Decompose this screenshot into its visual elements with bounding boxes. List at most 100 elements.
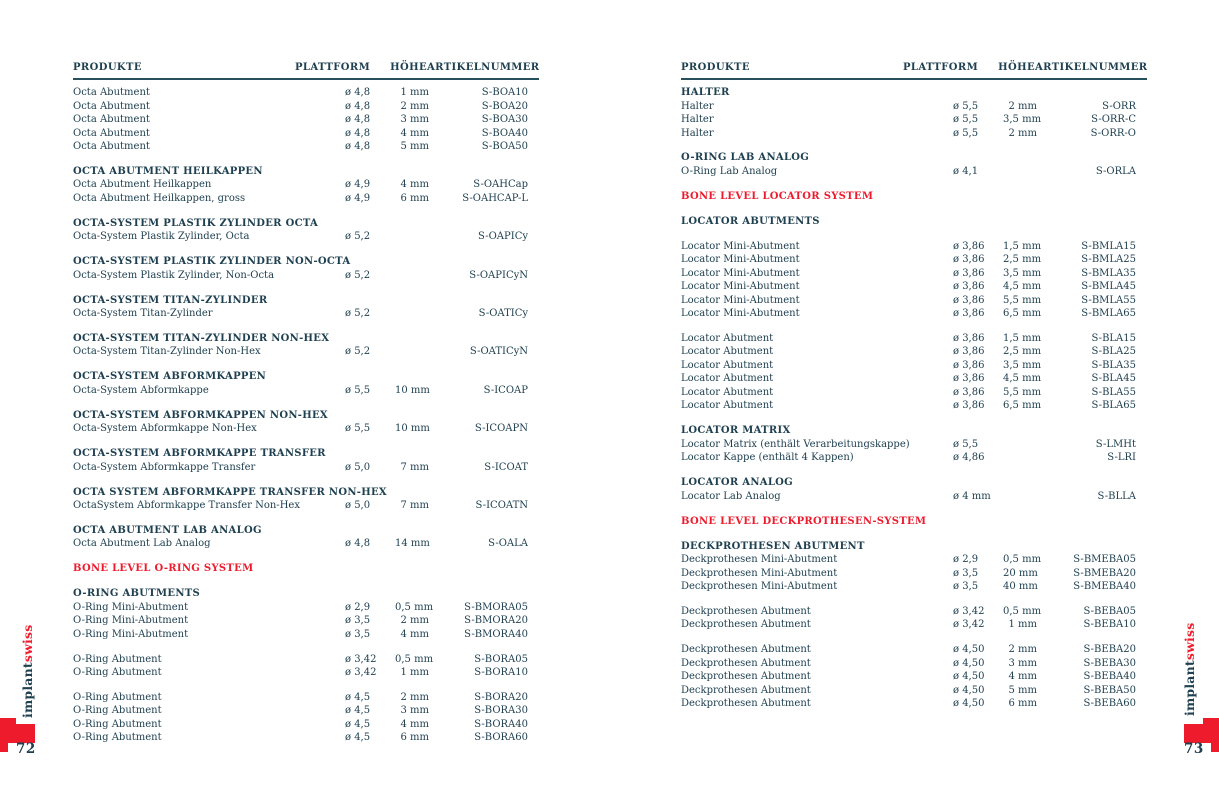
height-cell: 4,5 mm xyxy=(1003,281,1042,293)
product-name-cell: Locator Abutment xyxy=(681,373,774,385)
height-cell: 5 mm xyxy=(400,141,429,152)
product-name-cell: O-Ring Mini-Abutment xyxy=(73,615,189,627)
row-spacer xyxy=(681,178,1147,189)
height-cell: 14 mm xyxy=(395,538,430,550)
platform-cell: ø 5,2 xyxy=(345,231,371,243)
platform-cell: ø 4,50 xyxy=(953,644,985,656)
platform-cell: ø 4,8 xyxy=(345,127,371,139)
height-cell: 10 mm xyxy=(395,384,430,396)
product-name-cell: Deckprothesen Abutment xyxy=(681,619,811,631)
product-name-cell: Halter xyxy=(681,100,714,112)
height-cell: 2 mm xyxy=(400,691,429,703)
platform-cell: ø 3,86 xyxy=(953,240,985,252)
product-name-cell: Locator Abutment xyxy=(681,346,774,358)
platform-cell: ø 3,42 xyxy=(345,667,377,679)
platform-cell: ø 4,50 xyxy=(953,698,985,710)
section-heading: O-RING LAB ANALOG xyxy=(681,152,810,164)
height-cell: 2 mm xyxy=(1008,127,1037,139)
product-table-page-72: PRODUKTE PLATTFORM HÖHE ARTIKELNUMMER Oc… xyxy=(73,62,539,745)
table-row: Octa Abutment Heilkappen ø 4,9 4 mm S-OAHCa… xyxy=(73,178,539,192)
table-row: Locator Lab Analog ø 4 mm S-BLLA xyxy=(681,490,1147,504)
table-row: Locator Mini-Abutment ø 3,86 6,5 mm S-BMLA6… xyxy=(681,307,1147,321)
section-heading: HALTER xyxy=(681,87,730,98)
product-name-cell: Octa-System Plastik Zylinder, Octa xyxy=(73,231,250,243)
platform-cell: ø 5,5 xyxy=(953,100,979,112)
platform-cell: ø 2,9 xyxy=(953,554,979,566)
article-number-cell: S-BMORA40 xyxy=(464,628,528,640)
platform-cell: ø 3,5 xyxy=(953,567,979,579)
table-row: O-Ring Abutment ø 4,5 2 mm S-BORA20 xyxy=(73,691,539,705)
product-name-cell: Octa Abutment xyxy=(73,141,150,152)
row-spacer xyxy=(73,359,539,370)
article-number-cell: S-BOA40 xyxy=(481,127,528,139)
height-cell: 5,5 mm xyxy=(1003,294,1042,306)
column-header-produkte: PRODUKTE xyxy=(73,62,142,73)
platform-cell: ø 2,9 xyxy=(345,601,371,613)
height-cell: 2 mm xyxy=(1008,644,1037,656)
platform-cell: ø 4,9 xyxy=(345,192,371,204)
table-row: Deckprothesen Abutment ø 3,42 0,5 mm S-BEBA… xyxy=(681,605,1147,619)
height-cell: 2 mm xyxy=(400,100,429,112)
table-row: Octa-System Abformkappe Non-Hex ø 5,5 10 m… xyxy=(73,422,539,436)
height-cell xyxy=(395,307,429,321)
table-row: O-Ring Abutment ø 3,42 1 mm S-BORA10 xyxy=(73,666,539,680)
article-number-cell: S-BEBA05 xyxy=(1083,605,1136,617)
table-row: O-Ring Mini-Abutment ø 2,9 0,5 mm S-BMORA05 xyxy=(73,601,539,615)
article-number-cell: S-BEBA60 xyxy=(1083,698,1136,710)
product-name-cell: Locator Mini-Abutment xyxy=(681,267,800,279)
article-number-cell: S-OATICyN xyxy=(469,346,528,358)
row-spacer xyxy=(73,680,539,691)
product-name-cell: Deckprothesen Abutment xyxy=(681,671,811,683)
row-spacer xyxy=(681,203,1147,214)
table-row: Deckprothesen Mini-Abutment ø 3,5 20 mm S-B… xyxy=(681,567,1147,581)
platform-cell: ø 3,5 xyxy=(345,628,371,640)
platform-cell: ø 4,5 xyxy=(345,705,371,717)
platform-cell: ø 3,86 xyxy=(953,294,985,306)
height-cell: 4 mm xyxy=(400,628,429,640)
table-row: Halter ø 5,5 3,5 mm S-ORR-C xyxy=(681,113,1147,127)
article-number-cell: S-BMEBA05 xyxy=(1073,554,1136,566)
product-name-cell: Deckprothesen Abutment xyxy=(681,698,811,710)
platform-cell: ø 3,5 xyxy=(953,581,979,593)
section-heading: OCTA-SYSTEM PLASTIK ZYLINDER NON-OCTA xyxy=(73,256,351,268)
height-cell: 20 mm xyxy=(1003,567,1038,579)
category-heading: BONE LEVEL O-RING SYSTEM xyxy=(73,563,254,575)
table-row: O-Ring Abutment ø 4,5 4 mm S-BORA40 xyxy=(73,718,539,732)
table-row: Locator Abutment ø 3,86 2,5 mm S-BLA25 xyxy=(681,345,1147,359)
article-number-cell: S-BMORA20 xyxy=(464,615,528,627)
table-row: Octa Abutment ø 4,8 2 mm S-BOA20 xyxy=(73,100,539,114)
table-row: Deckprothesen Mini-Abutment ø 3,5 40 mm S-B… xyxy=(681,580,1147,594)
platform-cell: ø 4,50 xyxy=(953,657,985,669)
page-number-right: 73 xyxy=(1184,741,1204,757)
height-cell: 2 mm xyxy=(1008,100,1037,112)
logo-square-medium xyxy=(1184,724,1203,743)
platform-cell: ø 5,5 xyxy=(953,438,979,450)
article-number-cell: S-BMORA05 xyxy=(464,601,528,613)
article-number-cell: S-BORA20 xyxy=(474,691,528,703)
article-number-cell: S-ICOAP xyxy=(483,384,528,396)
platform-cell: ø 3,86 xyxy=(953,254,985,266)
product-name-cell: Locator Abutment xyxy=(681,332,774,344)
row-spacer xyxy=(73,641,539,652)
table-row: Octa-System Titan-Zylinder Non-Hex ø 5,2 S… xyxy=(73,345,539,359)
platform-cell: ø 5,5 xyxy=(953,114,979,125)
product-name-cell: Octa-System Abformkappe xyxy=(73,384,209,396)
height-cell xyxy=(395,269,429,283)
logo-square-large xyxy=(1203,718,1219,743)
category-heading: BONE LEVEL LOCATOR SYSTEM xyxy=(681,190,874,202)
product-name-cell: Locator Matrix (enthält Verarbeitungskap… xyxy=(681,438,910,450)
article-number-cell: S-BMLA15 xyxy=(1081,240,1136,252)
platform-cell: ø 3,86 xyxy=(953,373,985,385)
article-number-cell: S-BEBA10 xyxy=(1083,619,1136,631)
article-number-cell: S-BOA20 xyxy=(481,100,528,112)
brand-wordmark-left: implantswiss xyxy=(20,625,36,718)
article-number-cell: S-BLA55 xyxy=(1091,386,1136,398)
column-header-produkte: PRODUKTE xyxy=(681,62,750,73)
product-name-cell: Octa Abutment Heilkappen, gross xyxy=(73,192,246,204)
product-name-cell: O-Ring Mini-Abutment xyxy=(73,628,189,640)
table-row: Locator Mini-Abutment ø 3,86 4,5 mm S-BMLA4… xyxy=(681,280,1147,294)
product-name-cell: O-Ring Abutment xyxy=(73,705,162,717)
height-cell: 5,5 mm xyxy=(1003,386,1042,398)
platform-cell: ø 4,8 xyxy=(345,87,371,98)
article-number-cell: S-ICOAPN xyxy=(474,423,528,435)
